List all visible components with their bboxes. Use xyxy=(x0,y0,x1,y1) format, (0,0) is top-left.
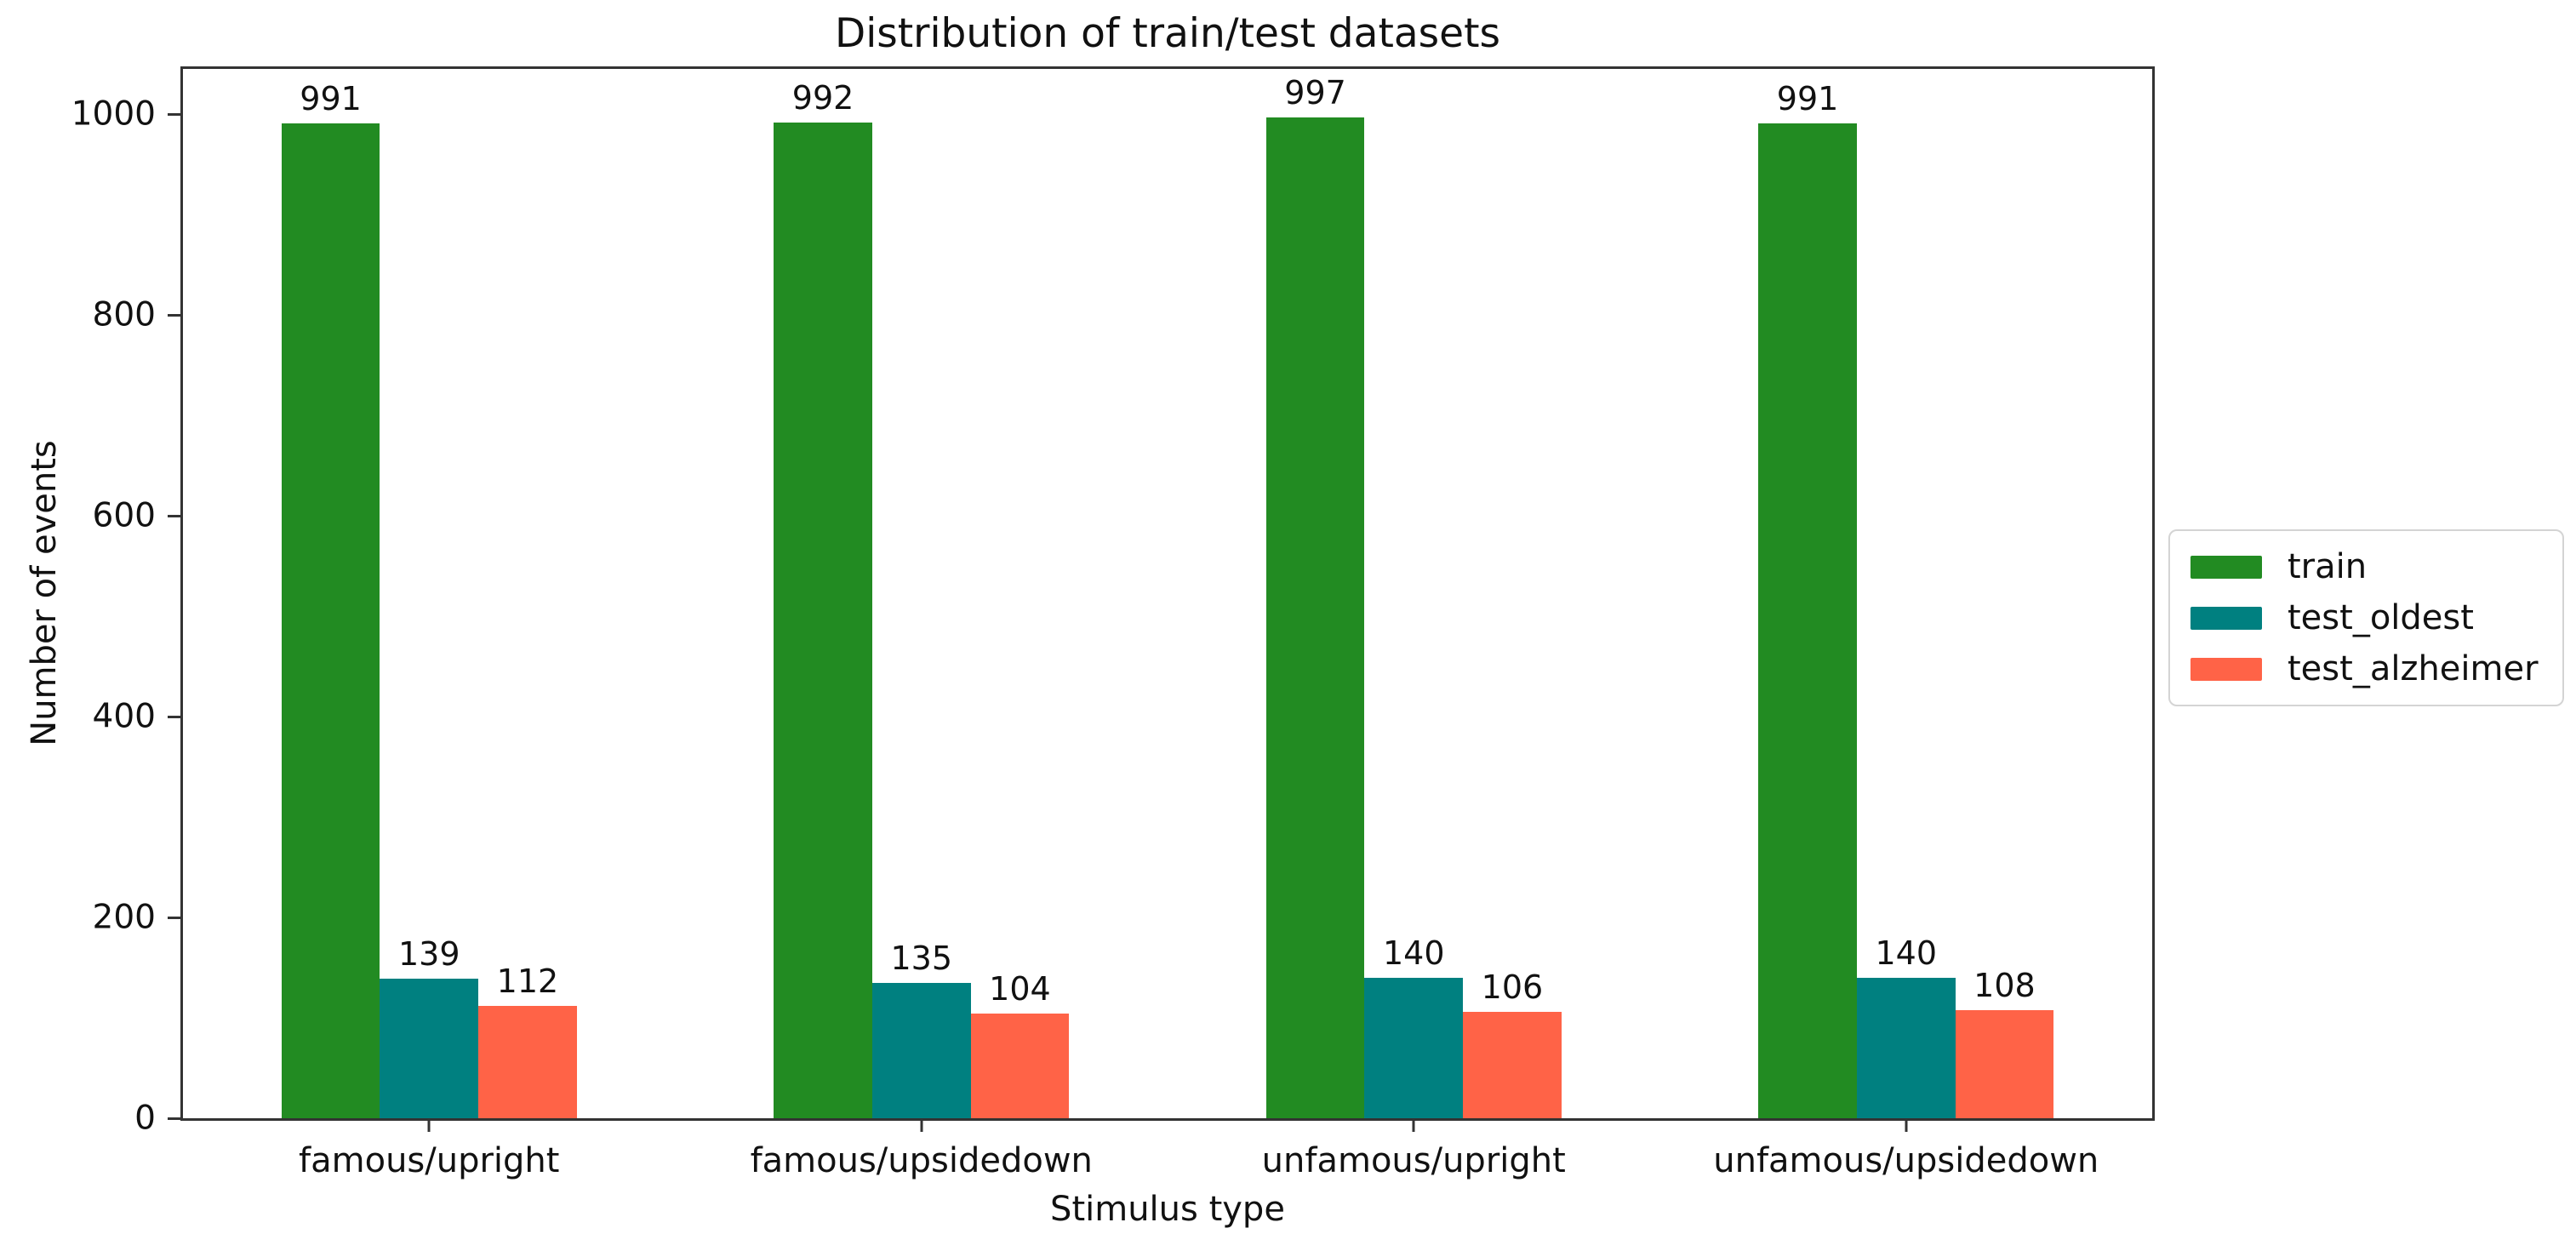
train-legend-swatch xyxy=(2190,555,2262,579)
test_oldest-bar xyxy=(1364,977,1464,1118)
y-tick-mark xyxy=(168,112,183,116)
y-tick-mark xyxy=(168,514,183,517)
y-tick-label: 800 xyxy=(92,295,156,334)
train-bar xyxy=(281,123,380,1118)
y-tick-label: 400 xyxy=(92,697,156,736)
legend-item-train: train xyxy=(2190,550,2539,584)
legend-item-test_oldest: test_oldest xyxy=(2190,601,2539,635)
train-bar xyxy=(774,122,872,1118)
test_oldest-bar xyxy=(871,982,971,1118)
x-tick-label: famous/upright xyxy=(299,1141,560,1180)
test_alzheimer-bar xyxy=(478,1005,577,1118)
bar-value-label: 106 xyxy=(1481,968,1544,1006)
legend-label: train xyxy=(2288,547,2368,586)
y-axis-label: Number of events xyxy=(25,440,64,746)
bar-value-label: 135 xyxy=(890,939,953,977)
bar-value-label: 104 xyxy=(989,970,1051,1008)
bar-value-label: 139 xyxy=(397,935,460,973)
y-tick-mark xyxy=(168,1117,183,1120)
test_oldest-legend-swatch xyxy=(2190,606,2262,630)
x-tick-mark xyxy=(427,1118,431,1132)
y-tick-label: 200 xyxy=(92,898,156,937)
train-bar xyxy=(1758,123,1857,1118)
y-tick-label: 0 xyxy=(134,1099,156,1138)
test_alzheimer-bar xyxy=(1955,1009,2054,1118)
legend-label: test_alzheimer xyxy=(2288,649,2539,688)
train-bar xyxy=(1265,117,1365,1118)
x-tick-mark xyxy=(920,1118,923,1132)
bar-value-label: 140 xyxy=(1382,934,1445,972)
bar-value-label: 991 xyxy=(1776,79,1839,117)
chart-title: Distribution of train/test datasets xyxy=(835,10,1500,57)
y-tick-label: 600 xyxy=(92,496,156,535)
bar-value-label: 112 xyxy=(496,962,559,1000)
test_alzheimer-bar xyxy=(1463,1011,1562,1118)
y-tick-mark xyxy=(168,715,183,718)
test_oldest-bar xyxy=(380,979,479,1118)
y-tick-label: 1000 xyxy=(71,94,156,134)
x-tick-label: unfamous/upsidedown xyxy=(1713,1141,2099,1180)
legend-label: test_oldest xyxy=(2288,598,2474,637)
x-axis-label: Stimulus type xyxy=(1050,1190,1285,1229)
x-tick-label: famous/upsidedown xyxy=(750,1141,1093,1180)
bar-value-label: 992 xyxy=(791,78,854,117)
plot-area: 0 200 400 600 800 1000 famous/upright 991 139 112… xyxy=(71,66,2155,1180)
test_alzheimer-bar xyxy=(970,1014,1070,1118)
x-tick-mark xyxy=(1412,1118,1415,1132)
x-tick-mark xyxy=(1905,1118,1908,1132)
test_oldest-bar xyxy=(1856,977,1956,1118)
bar-value-label: 997 xyxy=(1284,73,1346,111)
legend: train test_oldest test_alzheimer xyxy=(2168,529,2564,706)
x-tick-label: unfamous/upright xyxy=(1261,1141,1566,1180)
bar-value-label: 991 xyxy=(300,79,362,117)
legend-item-test_alzheimer: test_alzheimer xyxy=(2190,652,2539,686)
bar-value-label: 108 xyxy=(1973,966,2036,1004)
y-tick-mark xyxy=(168,313,183,317)
test_alzheimer-legend-swatch xyxy=(2190,657,2262,681)
bar-value-label: 140 xyxy=(1875,934,1938,972)
y-tick-mark xyxy=(168,916,183,919)
